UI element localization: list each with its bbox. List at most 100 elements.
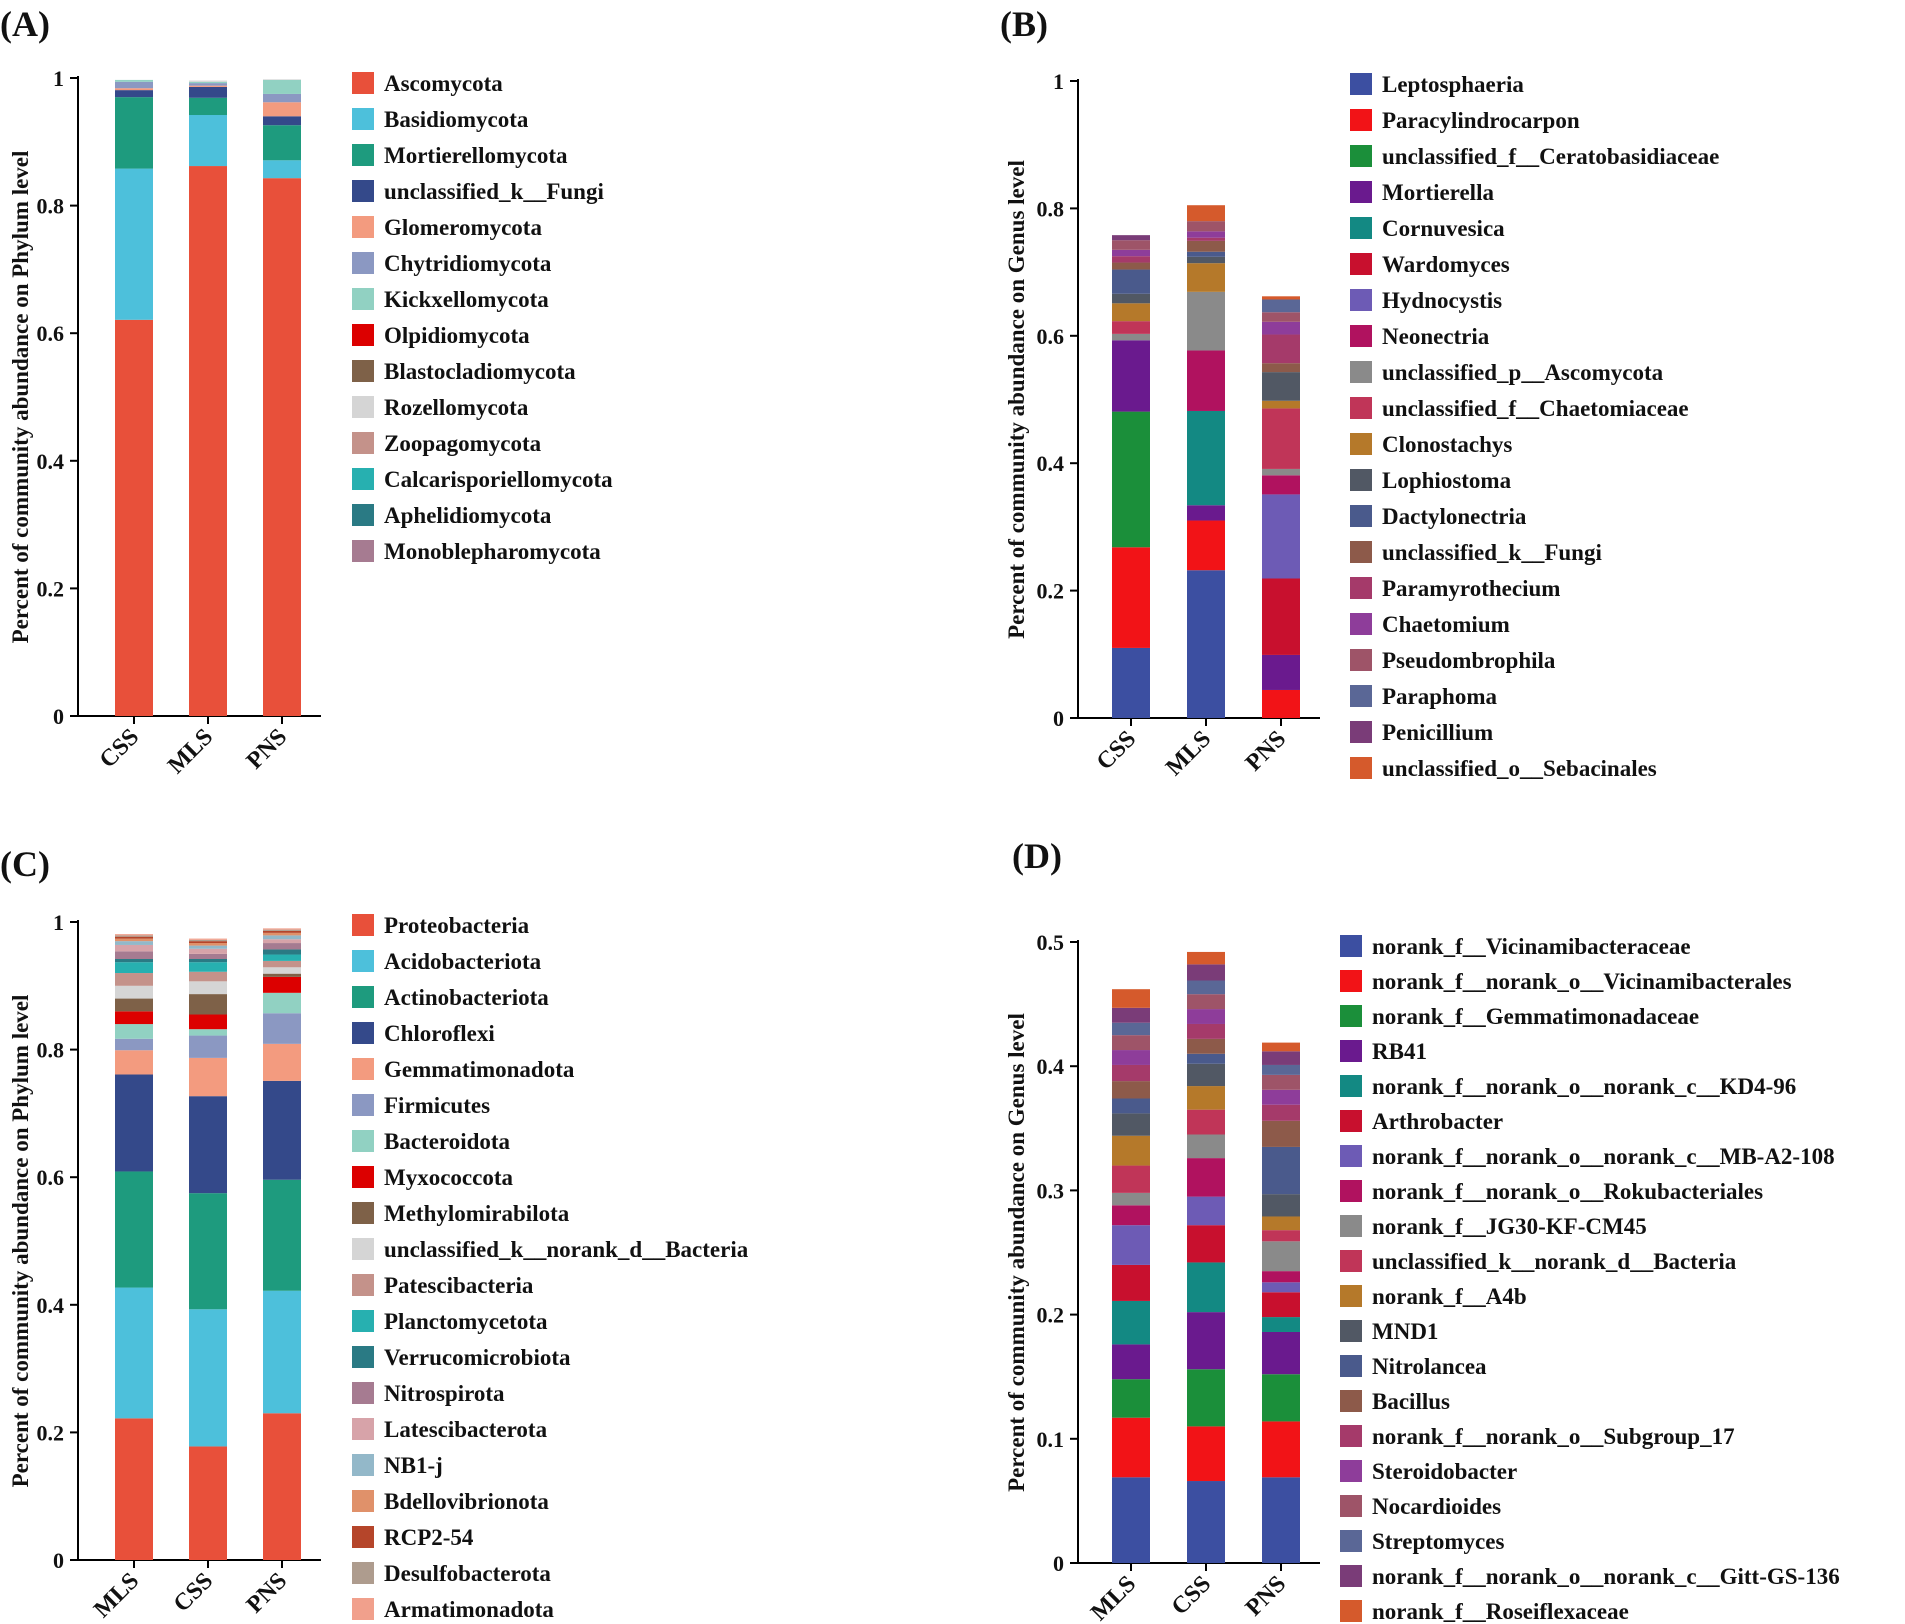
bar-segment-mls — [115, 936, 153, 939]
legend-swatch — [1350, 397, 1372, 419]
legend-swatch — [352, 1562, 374, 1584]
y-tick-label: 1 — [53, 910, 64, 935]
bar-segment-mls — [1112, 1098, 1150, 1114]
bar-segment-mls — [189, 166, 227, 716]
bar-segment-css — [189, 1096, 227, 1194]
legend-label: Aphelidiomycota — [384, 503, 552, 528]
legend-label: Monoblepharomycota — [384, 539, 601, 564]
legend-swatch — [1340, 970, 1362, 992]
bar-segment-css — [1112, 647, 1150, 718]
legend-swatch — [352, 108, 374, 130]
bar-segment-pns — [1262, 1074, 1300, 1090]
bar-segment-css — [189, 948, 227, 954]
legend-swatch — [1350, 361, 1372, 383]
bar-segment-mls — [1187, 570, 1225, 718]
legend-swatch — [1340, 1075, 1362, 1097]
bar-segment-mls — [1187, 520, 1225, 571]
y-tick-label: 0.2 — [1037, 579, 1065, 604]
bar-segment-mls — [115, 1024, 153, 1039]
legend-swatch — [1340, 1005, 1362, 1027]
bar-segment-css — [189, 938, 227, 940]
bar-segment-pns — [1262, 408, 1300, 469]
legend-label: Rozellomycota — [384, 395, 529, 420]
bar-segment-mls — [1187, 505, 1225, 521]
x-tick-label: CSS — [1092, 726, 1142, 776]
bar-segment-pns — [1262, 475, 1300, 495]
legend-swatch — [352, 324, 374, 346]
bar-segment-pns — [1262, 1421, 1300, 1478]
bar-segment-mls — [1112, 1379, 1150, 1418]
bar-segment-mls — [1112, 1165, 1150, 1193]
y-tick-label: 0.4 — [37, 449, 65, 474]
panel-letter: (D) — [1012, 836, 1062, 876]
x-tick-label: MLS — [89, 1568, 144, 1623]
y-tick-label: 0.2 — [37, 576, 65, 601]
legend-swatch — [352, 986, 374, 1008]
bar-segment-mls — [115, 938, 153, 942]
legend-swatch — [352, 504, 374, 526]
bar-segment-pns — [1262, 334, 1300, 364]
bar-segment-css — [189, 1309, 227, 1447]
y-tick-label: 0.4 — [1037, 451, 1065, 476]
x-tick-label: MLS — [1086, 1571, 1141, 1624]
bar-segment-mls — [189, 97, 227, 116]
legend-swatch — [1340, 1110, 1362, 1132]
y-tick-label: 0.8 — [37, 1038, 65, 1063]
legend-swatch — [352, 1022, 374, 1044]
bar-segment-mls — [115, 1011, 153, 1025]
legend-label: norank_f__norank_o__Rokubacteriales — [1372, 1179, 1763, 1204]
legend-label: Kickxellomycota — [384, 287, 549, 312]
legend-label: Nitrolancea — [1372, 1354, 1487, 1379]
legend-label: Neonectria — [1382, 324, 1490, 349]
legend-label: unclassified_o__Sebacinales — [1382, 756, 1657, 781]
legend-label: unclassified_k__Fungi — [384, 179, 604, 204]
bar-segment-pns — [263, 939, 301, 944]
bar-segment-pns — [1262, 1477, 1300, 1563]
y-tick-label: 0 — [1053, 1551, 1064, 1576]
bar-segment-css — [1187, 1063, 1225, 1087]
bar-segment-css — [1112, 340, 1150, 412]
bar-segment-mls — [1187, 205, 1225, 222]
legend-label: Basidiomycota — [384, 107, 529, 132]
legend-label: Firmicutes — [384, 1093, 490, 1118]
bar-segment-css — [1187, 1312, 1225, 1370]
bar-segment-mls — [1187, 410, 1225, 506]
legend-label: unclassified_f__Chaetomiaceae — [1382, 396, 1689, 421]
legend-swatch — [1340, 1425, 1362, 1447]
bar-segment-css — [1112, 235, 1150, 241]
bar-segment-mls — [1112, 989, 1150, 1008]
legend-swatch — [1350, 109, 1372, 131]
bar-segment-mls — [189, 81, 227, 84]
legend-label: norank_f__norank_o__Vicinamibacterales — [1372, 969, 1792, 994]
bar-segment-pns — [263, 102, 301, 117]
legend-swatch — [1350, 541, 1372, 563]
legend-label: Armatimonadota — [384, 1597, 554, 1622]
bar-segment-pns — [263, 973, 301, 977]
legend-label: Chloroflexi — [384, 1021, 495, 1046]
bar-segment-pns — [263, 929, 301, 931]
bar-segment-pns — [1262, 321, 1300, 335]
bar-segment-css — [189, 959, 227, 963]
legend-swatch — [1340, 1460, 1362, 1482]
legend-swatch — [1340, 1390, 1362, 1412]
bar-segment-pns — [263, 1043, 301, 1081]
bar-segment-pns — [1262, 689, 1300, 718]
chart-panel-a: (A) 0 0.2 0.4 0.6 0.8 1 Percent of community ab… — [0, 4, 613, 779]
bar-segment-css — [1187, 1109, 1225, 1135]
bar-segment-pns — [263, 976, 301, 993]
bar-segment-pns — [263, 928, 301, 930]
legend-swatch — [352, 1238, 374, 1260]
y-tick-label: 0.6 — [37, 321, 65, 346]
bar-segment-pns — [263, 1080, 301, 1180]
bar-segment-mls — [1112, 1477, 1150, 1563]
legend-label: norank_f__A4b — [1372, 1284, 1527, 1309]
bar-segment-css — [1187, 1053, 1225, 1064]
legend-swatch — [352, 396, 374, 418]
bar-segment-mls — [189, 115, 227, 167]
bar-segment-pns — [1262, 578, 1300, 655]
legend-label: norank_f__Vicinamibacteraceae — [1372, 934, 1691, 959]
legend-swatch — [352, 1418, 374, 1440]
legend-swatch — [352, 1490, 374, 1512]
bar-segment-pns — [1262, 1230, 1300, 1242]
legend-label: Verrucomicrobiota — [384, 1345, 571, 1370]
